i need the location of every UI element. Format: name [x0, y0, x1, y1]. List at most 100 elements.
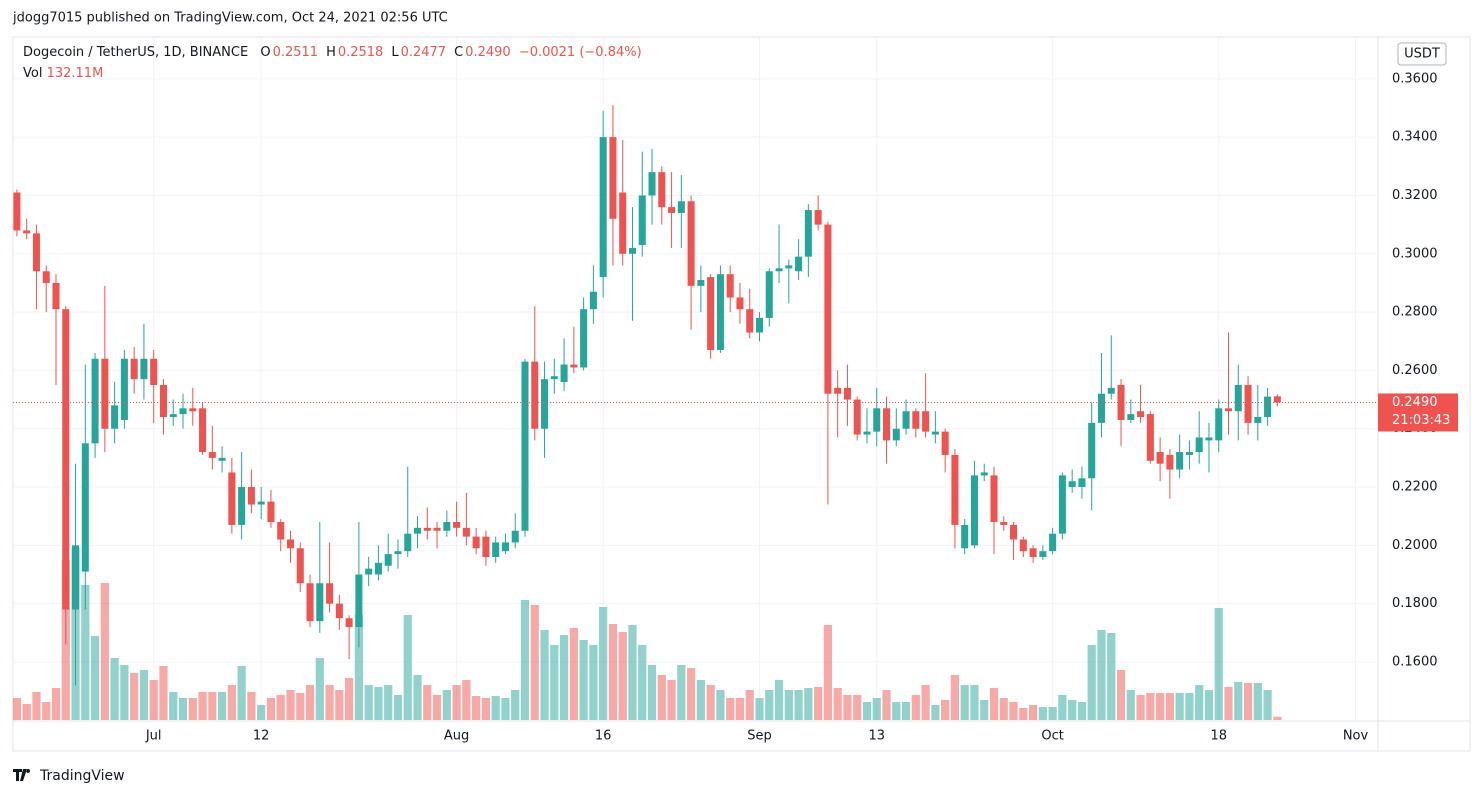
volume-bar — [178, 698, 188, 720]
volume-bar — [1263, 690, 1272, 720]
volume-title: Vol — [23, 66, 43, 81]
x-tick-label: Sep — [747, 729, 772, 744]
volume-bar — [139, 670, 149, 720]
y-tick-label: 0.1600 — [1392, 654, 1438, 669]
candle-body — [1176, 452, 1184, 470]
candle-body — [159, 384, 167, 418]
candle-body — [961, 524, 969, 549]
candle-body — [1000, 522, 1008, 525]
candle-body — [853, 399, 861, 435]
volume-bar — [579, 640, 588, 720]
volume-bar — [481, 698, 491, 720]
volume-bar — [159, 666, 168, 720]
candle-body — [765, 271, 773, 318]
candle-body — [218, 457, 226, 461]
volume-bar — [432, 695, 442, 720]
legend-header: Dogecoin / TetherUS, 1D, BINANCE O 0.2511… — [23, 45, 644, 60]
volume-bar — [1234, 682, 1243, 720]
volume-bar — [726, 698, 735, 720]
candle-body — [208, 452, 216, 458]
candle-body — [23, 230, 31, 234]
candle-body — [824, 224, 832, 394]
candle-body — [609, 137, 617, 219]
volume-bar — [1224, 687, 1233, 720]
y-tick-label: 0.2600 — [1392, 363, 1438, 378]
candle-body — [687, 201, 695, 286]
candle-body — [521, 361, 529, 531]
volume-bar — [999, 698, 1008, 720]
volume-bar — [501, 698, 510, 720]
volume-bar — [1087, 645, 1096, 720]
candle-body — [746, 309, 754, 333]
candle-body — [286, 539, 295, 549]
volume-bar — [110, 658, 119, 720]
candle-body — [1156, 452, 1164, 464]
candle-body — [472, 536, 480, 549]
candle-body — [150, 358, 158, 385]
ohlc-value: 0.2490 — [465, 45, 511, 60]
volume-bar — [247, 692, 256, 720]
volume-bar — [130, 673, 139, 720]
y-tick-label: 0.1800 — [1392, 596, 1438, 611]
candle-body — [277, 522, 285, 540]
countdown: 21:03:43 — [1392, 413, 1450, 428]
volume-bar — [1243, 683, 1253, 720]
volume-bar — [823, 625, 832, 720]
volume-bar — [413, 675, 422, 720]
candle-body — [511, 530, 519, 543]
currency-box[interactable] — [1397, 42, 1447, 66]
volume-bar — [931, 705, 940, 720]
candle-body — [1068, 481, 1076, 488]
candle-body — [423, 527, 431, 531]
volume-bar — [960, 685, 969, 720]
volume-bar — [608, 624, 618, 720]
volume-bar — [774, 680, 784, 720]
candle-body — [228, 472, 236, 525]
volume-bar — [550, 645, 559, 720]
volume-bar — [843, 695, 852, 720]
ohlc-key: O — [260, 45, 271, 60]
volume-bar — [276, 695, 285, 720]
candle-body — [1185, 452, 1193, 455]
candle-body — [892, 428, 900, 441]
candle-body — [81, 443, 89, 572]
volume-bar — [472, 696, 481, 720]
volume-bar — [1175, 693, 1184, 720]
volume-bar — [198, 692, 207, 720]
candle-body — [32, 233, 40, 272]
candle-body — [707, 277, 715, 350]
candle-body — [795, 256, 803, 272]
volume-bar — [511, 690, 520, 720]
x-tick-label: Nov — [1343, 729, 1369, 744]
candle-body — [257, 501, 265, 505]
candle-body — [52, 282, 60, 310]
volume-bar — [120, 665, 129, 720]
candle-body — [384, 554, 392, 566]
volume-bar — [1097, 630, 1106, 720]
candle-body — [980, 472, 988, 476]
volume-bar — [1214, 608, 1223, 720]
candle-body — [296, 548, 304, 584]
candle-body — [394, 551, 402, 555]
candle-body — [951, 454, 959, 525]
candle-body — [189, 408, 197, 412]
candle-body — [990, 475, 998, 523]
candle-body — [130, 358, 138, 380]
volume-bar — [335, 690, 344, 720]
volume — [12, 548, 1282, 720]
volume-bar — [22, 704, 31, 720]
candle-body — [111, 405, 119, 429]
candle-body — [970, 475, 978, 546]
volume-bar — [1126, 690, 1135, 720]
volume-bar — [520, 600, 530, 720]
volume-bar — [745, 690, 754, 720]
candle-body — [72, 545, 80, 610]
candle-body — [1195, 437, 1203, 453]
volume-bar — [911, 695, 920, 720]
volume-bar — [970, 685, 979, 720]
x-tick-label: 18 — [1210, 729, 1227, 744]
candle-body — [1146, 414, 1154, 461]
candle-body — [169, 414, 177, 418]
volume-bar — [42, 702, 51, 720]
